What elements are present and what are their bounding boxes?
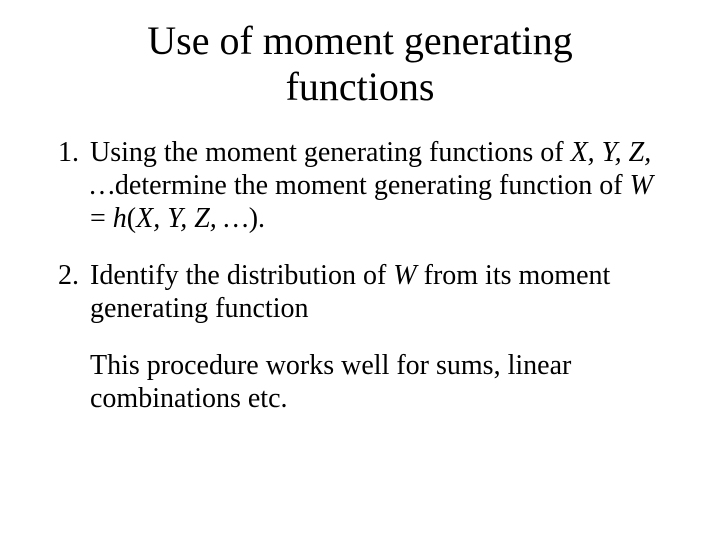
item1-eq: = [90, 203, 113, 234]
item1-open: ( [127, 203, 136, 234]
title-line-2: functions [286, 64, 435, 109]
tail-paragraph: This procedure works well for sums, line… [52, 349, 670, 415]
title-line-1: Use of moment generating [147, 18, 572, 63]
item1-h: h [113, 203, 127, 234]
list-item-2: Identify the distribution of W from its … [86, 259, 670, 325]
numbered-list: Using the moment generating functions of… [52, 136, 670, 325]
item2-text-a: Identify the distribution of [90, 260, 393, 291]
item1-close: ). [249, 203, 265, 234]
item1-text-b: determine the moment generating function… [115, 170, 630, 201]
slide-body: Using the moment generating functions of… [0, 136, 720, 415]
item1-vars2: X, Y, Z, … [136, 203, 249, 234]
slide: Use of moment generating functions Using… [0, 0, 720, 540]
item2-W: W [393, 260, 416, 291]
list-item-1: Using the moment generating functions of… [86, 136, 670, 235]
slide-title: Use of moment generating functions [0, 0, 720, 120]
item1-text-a: Using the moment generating functions of [90, 137, 571, 168]
item1-W: W [630, 170, 653, 201]
